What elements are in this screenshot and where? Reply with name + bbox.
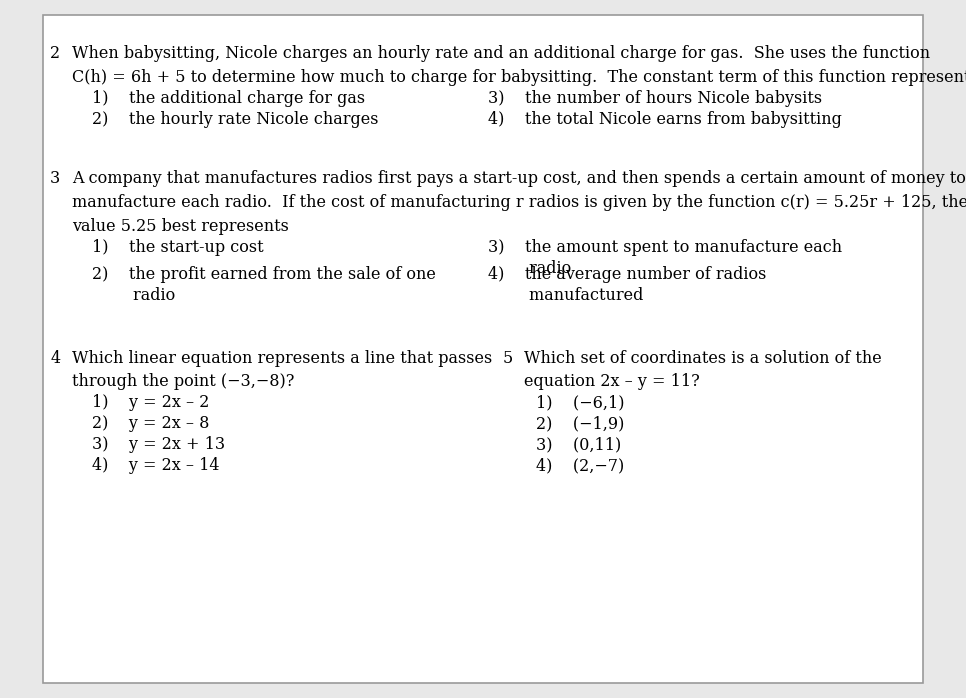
Text: 4)    the average number of radios: 4) the average number of radios <box>488 266 766 283</box>
Text: 1)    the start-up cost: 1) the start-up cost <box>92 239 264 255</box>
Text: value 5.25 best represents: value 5.25 best represents <box>72 218 290 235</box>
Text: through the point (−3,−8)?: through the point (−3,−8)? <box>72 373 295 390</box>
Text: Which set of coordinates is a solution of the: Which set of coordinates is a solution o… <box>524 350 881 366</box>
Text: equation 2x – y = 11?: equation 2x – y = 11? <box>524 373 699 390</box>
Text: 3)    (0,11): 3) (0,11) <box>536 436 621 453</box>
Text: 3)    y = 2x + 13: 3) y = 2x + 13 <box>92 436 225 453</box>
Text: radio: radio <box>92 287 175 304</box>
Text: A company that manufactures radios first pays a start-up cost, and then spends a: A company that manufactures radios first… <box>72 170 966 187</box>
Text: 4: 4 <box>50 350 60 366</box>
Text: 1)    the additional charge for gas: 1) the additional charge for gas <box>92 90 365 107</box>
Text: 4)    the total Nicole earns from babysitting: 4) the total Nicole earns from babysitti… <box>488 111 841 128</box>
Text: manufactured: manufactured <box>488 287 643 304</box>
Text: 4)    y = 2x – 14: 4) y = 2x – 14 <box>92 457 219 474</box>
Text: radio: radio <box>488 260 571 276</box>
Text: 2)    the hourly rate Nicole charges: 2) the hourly rate Nicole charges <box>92 111 379 128</box>
Text: 3)    the number of hours Nicole babysits: 3) the number of hours Nicole babysits <box>488 90 822 107</box>
Text: 2)    (−1,9): 2) (−1,9) <box>536 415 624 432</box>
Text: 2)    the profit earned from the sale of one: 2) the profit earned from the sale of on… <box>92 266 436 283</box>
Text: manufacture each radio.  If the cost of manufacturing r radios is given by the f: manufacture each radio. If the cost of m… <box>72 194 966 211</box>
Text: 3)    the amount spent to manufacture each: 3) the amount spent to manufacture each <box>488 239 842 255</box>
Text: 1)    y = 2x – 2: 1) y = 2x – 2 <box>92 394 210 411</box>
Text: Which linear equation represents a line that passes: Which linear equation represents a line … <box>72 350 493 366</box>
Text: 1)    (−6,1): 1) (−6,1) <box>536 394 625 411</box>
Text: When babysitting, Nicole charges an hourly rate and an additional charge for gas: When babysitting, Nicole charges an hour… <box>72 45 930 62</box>
Text: 2: 2 <box>50 45 60 62</box>
Text: C(h) = 6h + 5 to determine how much to charge for babysitting.  The constant ter: C(h) = 6h + 5 to determine how much to c… <box>72 69 966 86</box>
Text: 2)    y = 2x – 8: 2) y = 2x – 8 <box>92 415 210 432</box>
FancyBboxPatch shape <box>43 15 923 683</box>
Text: 3: 3 <box>50 170 61 187</box>
Text: 5: 5 <box>502 350 513 366</box>
Text: 4)    (2,−7): 4) (2,−7) <box>536 457 624 474</box>
